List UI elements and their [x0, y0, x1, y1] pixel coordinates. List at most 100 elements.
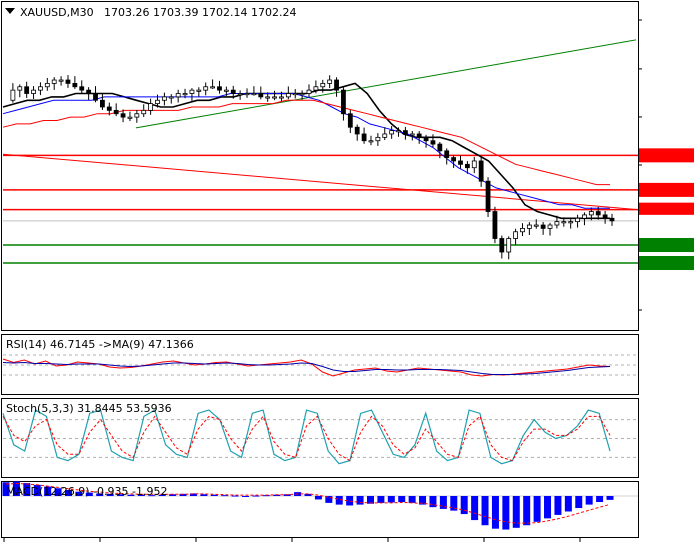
candle-body	[258, 93, 264, 98]
macd-histogram-bar	[366, 496, 374, 504]
ohlc-label: 1703.26 1703.39 1702.14 1702.24	[104, 6, 296, 19]
candle-body	[24, 86, 30, 94]
candle-body	[464, 163, 470, 169]
stoch-k-line	[2, 409, 611, 465]
candle-body	[161, 96, 167, 101]
rsi-layer	[2, 354, 638, 377]
current-price-bg	[639, 214, 694, 227]
candle-body	[368, 140, 374, 143]
candle-body	[65, 79, 71, 84]
candle-body	[403, 130, 408, 135]
candle-body	[17, 86, 23, 91]
trendline	[2, 153, 637, 211]
candle-body	[375, 136, 381, 142]
candle-body	[299, 93, 305, 96]
candle-body	[478, 160, 484, 182]
candle-body	[513, 231, 518, 239]
candle-body	[547, 224, 553, 229]
macd-histogram-bar	[450, 496, 458, 511]
candle-body	[251, 93, 257, 96]
macd-histogram-bar	[408, 496, 416, 503]
macd-histogram-bar	[96, 493, 104, 496]
candle-body	[58, 79, 64, 82]
candle-body	[237, 93, 243, 96]
macd-histogram-bar	[575, 496, 583, 509]
candle-body	[31, 89, 36, 94]
candle-body	[182, 93, 188, 96]
macd-histogram-bar	[169, 494, 177, 496]
candle-body	[100, 99, 105, 108]
candle-body	[347, 113, 353, 128]
candle-body	[203, 86, 209, 91]
candle-body	[285, 93, 291, 98]
rsi-label: RSI(14) 46.7145 ->MA(9) 47.1366	[6, 338, 194, 351]
candle-body	[423, 136, 429, 142]
macd-histogram-bar	[523, 496, 531, 526]
macd-histogram-bar	[325, 496, 333, 503]
stoch-panel-border	[1, 398, 639, 478]
candle-body	[382, 133, 388, 138]
level-label-bg	[639, 182, 694, 197]
candle-body	[189, 89, 195, 94]
level-label-bg	[639, 148, 694, 163]
macd-histogram-bar	[221, 495, 229, 497]
macd-histogram-bar	[54, 488, 62, 496]
candle-body	[168, 96, 174, 99]
candle-body	[106, 106, 112, 111]
macd-histogram-bar	[12, 481, 20, 496]
macd-histogram-bar	[44, 486, 52, 496]
candle-body	[520, 227, 525, 233]
macd-histogram-bar	[564, 496, 572, 512]
macd-histogram-bar	[148, 495, 156, 497]
candle-body	[396, 130, 401, 133]
candle-body	[230, 89, 236, 94]
main-price-layer	[2, 39, 638, 264]
candle-body	[389, 130, 395, 135]
rsi-line	[2, 358, 611, 377]
candle-body	[437, 143, 443, 152]
moving-average-line	[2, 93, 610, 209]
candle-body	[134, 113, 140, 118]
macd-histogram-bar	[554, 496, 562, 515]
macd-histogram-bar	[481, 496, 489, 526]
stoch-label: Stoch(5,3,3) 31.8445 53.5936	[6, 402, 172, 415]
macd-histogram-bar	[106, 493, 114, 496]
dropdown-triangle-icon[interactable]	[5, 8, 15, 14]
candle-body	[485, 180, 491, 212]
symbol-label: XAUUSD,M30	[20, 6, 94, 19]
macd-histogram-bar	[85, 492, 93, 496]
candle-body	[265, 96, 271, 99]
candle-body	[354, 126, 360, 135]
candle-body	[272, 96, 277, 99]
macd-histogram-bar	[137, 494, 145, 496]
macd-histogram-bar	[502, 496, 510, 530]
macd-histogram-bar	[533, 496, 541, 522]
candle-body	[540, 224, 546, 229]
macd-histogram-bar	[596, 496, 604, 503]
candle-body	[196, 89, 202, 92]
stoch-d-line	[2, 415, 611, 462]
macd-histogram-bar	[606, 496, 614, 500]
level-label-bg	[639, 238, 694, 253]
candle-body	[361, 133, 367, 142]
candle-body	[148, 103, 154, 111]
candle-body	[44, 82, 50, 88]
candle-body	[10, 89, 16, 101]
axis-layer	[3, 19, 694, 542]
candle-body	[499, 238, 505, 253]
candle-body	[588, 211, 594, 216]
macd-histogram-bar	[439, 496, 447, 509]
candle-body	[306, 89, 312, 94]
candle-body	[444, 150, 450, 158]
candle-body	[409, 133, 415, 136]
macd-histogram-bar	[262, 495, 270, 497]
trendline	[135, 39, 637, 129]
candle-body	[210, 86, 215, 89]
macd-histogram-bar	[398, 496, 406, 503]
candle-body	[506, 238, 512, 253]
macd-signal-line	[5, 482, 611, 524]
candle-body	[416, 133, 422, 138]
candle-body	[334, 79, 339, 91]
level-label-bg	[639, 255, 694, 270]
